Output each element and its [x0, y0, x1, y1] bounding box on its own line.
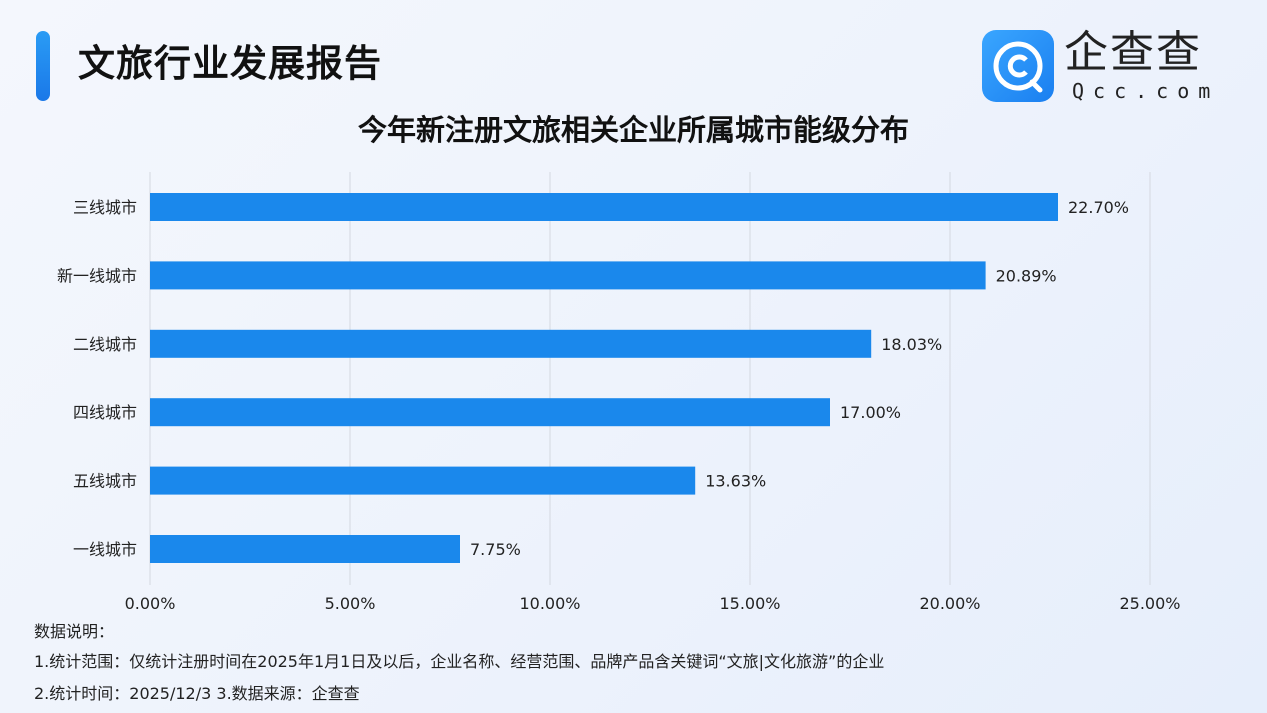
- bar: [150, 535, 460, 563]
- logo-text-cn: 企查查: [1064, 27, 1202, 78]
- data-label: 7.75%: [470, 540, 521, 559]
- bar: [150, 193, 1058, 221]
- bar: [150, 329, 872, 358]
- bar: [150, 466, 696, 495]
- data-label: 13.63%: [705, 472, 766, 491]
- category-label: 二线城市: [73, 335, 137, 354]
- x-tick-label: 15.00%: [719, 594, 780, 613]
- x-tick-label: 25.00%: [1119, 594, 1180, 613]
- x-tick-label: 10.00%: [519, 594, 580, 613]
- chart-title: 今年新注册文旅相关企业所属城市能级分布: [357, 113, 909, 147]
- logo-text-en: Qcc.com: [1072, 79, 1220, 103]
- data-label: 20.89%: [996, 266, 1057, 285]
- title-accent-bar: [36, 31, 50, 101]
- report-title: 文旅行业发展报告: [78, 42, 382, 85]
- category-label: 一线城市: [73, 540, 137, 559]
- data-label: 18.03%: [881, 335, 942, 354]
- bar: [150, 261, 986, 290]
- data-label: 17.00%: [840, 403, 901, 422]
- x-tick-label: 20.00%: [919, 594, 980, 613]
- category-label: 五线城市: [73, 472, 137, 491]
- category-label: 四线城市: [73, 403, 137, 422]
- data-label: 22.70%: [1068, 198, 1129, 217]
- notes-line-1: 1.统计范围：仅统计注册时间在2025年1月1日及以后，企业名称、经营范围、品牌…: [34, 652, 885, 671]
- x-tick-label: 0.00%: [125, 594, 176, 613]
- bar: [150, 398, 830, 427]
- category-label: 新一线城市: [57, 266, 137, 285]
- x-tick-label: 5.00%: [325, 594, 376, 613]
- category-label: 三线城市: [73, 198, 137, 217]
- notes-heading: 数据说明：: [34, 622, 115, 641]
- notes-line-2: 2.统计时间：2025/12/3 3.数据来源：企查查: [34, 684, 360, 703]
- qcc-logo-icon: [982, 30, 1054, 102]
